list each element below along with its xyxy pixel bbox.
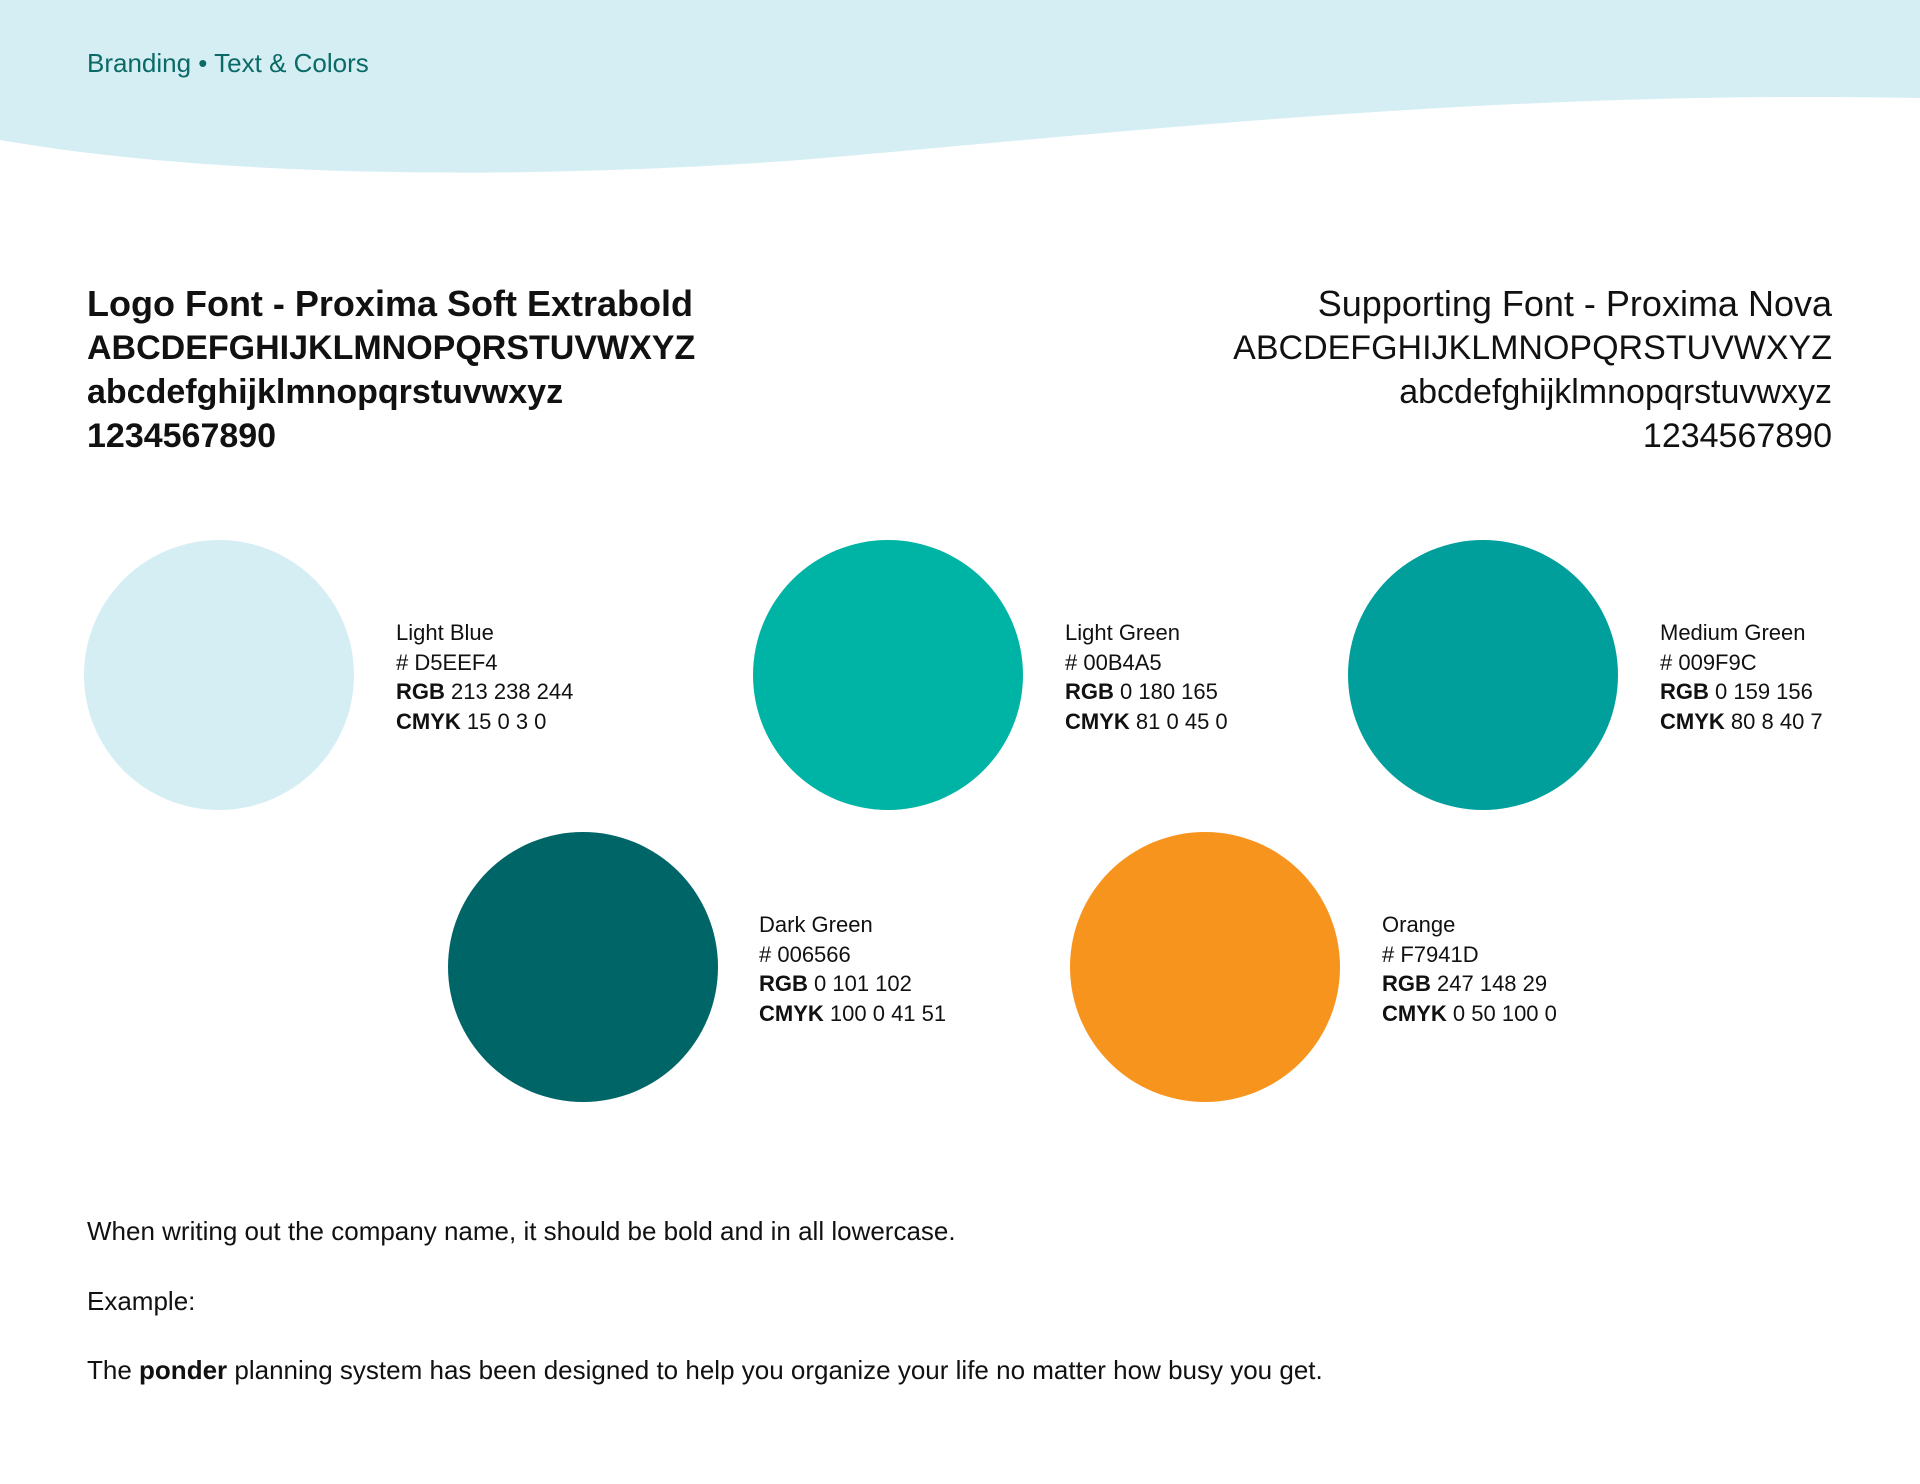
font-digits: 1234567890 bbox=[87, 417, 277, 455]
color-cmyk: CMYK 81 0 45 0 bbox=[1065, 707, 1228, 737]
logo-font-block: Logo Font - Proxima Soft Extrabold ABCDE… bbox=[87, 282, 695, 458]
font-lowercase: abcdefghijklmnopqrstuvwxyz bbox=[1399, 373, 1832, 411]
font-title: Supporting Font - Proxima Nova bbox=[1317, 283, 1832, 324]
color-info: Medium Green # 009F9C RGB 0 159 156 CMYK 80… bbox=[1660, 618, 1823, 736]
cmyk-label: CMYK bbox=[1065, 708, 1130, 734]
color-cmyk: CMYK 80 8 40 7 bbox=[1660, 707, 1823, 737]
color-circle bbox=[1070, 832, 1340, 1102]
font-title: Logo Font - Proxima Soft Extrabold bbox=[87, 283, 693, 324]
color-info: Light Blue # D5EEF4 RGB 213 238 244 CMYK 15… bbox=[396, 618, 573, 736]
company-name: ponder bbox=[139, 1355, 228, 1385]
color-name: Medium Green bbox=[1660, 620, 1806, 645]
color-info: Dark Green # 006566 RGB 0 101 102 CMYK 100 … bbox=[759, 910, 946, 1028]
color-info: Orange # F7941D RGB 247 148 29 CMYK 0 50 10… bbox=[1382, 910, 1557, 1028]
color-rgb: RGB 0 159 156 bbox=[1660, 677, 1823, 707]
color-cmyk: CMYK 0 50 100 0 bbox=[1382, 999, 1557, 1029]
instruction: When writing out the company name, it sh… bbox=[87, 1216, 956, 1246]
color-hex: # D5EEF4 bbox=[396, 649, 498, 675]
color-name: Light Green bbox=[1065, 620, 1180, 645]
color-name: Light Blue bbox=[396, 620, 494, 645]
color-rgb: RGB 0 180 165 bbox=[1065, 677, 1228, 707]
color-hex: # 00B4A5 bbox=[1065, 649, 1162, 675]
color-hex: # F7941D bbox=[1382, 941, 1479, 967]
rgb-label: RGB bbox=[396, 679, 445, 704]
example-text: planning system has been designed to hel… bbox=[234, 1355, 1323, 1385]
rgb-value: 0 159 156 bbox=[1715, 679, 1813, 704]
color-hex: # 009F9C bbox=[1660, 649, 1757, 675]
cmyk-value: 81 0 45 0 bbox=[1135, 708, 1228, 734]
rgb-value: 0 101 102 bbox=[814, 971, 912, 996]
example-label: Example: bbox=[87, 1286, 196, 1316]
color-rgb: RGB 0 101 102 bbox=[759, 969, 946, 999]
rgb-label: RGB bbox=[1660, 679, 1709, 704]
rgb-label: RGB bbox=[1065, 679, 1114, 704]
cmyk-label: CMYK bbox=[759, 1000, 824, 1026]
cmyk-value: 80 8 40 7 bbox=[1730, 708, 1823, 734]
wave-shape bbox=[0, 0, 1920, 173]
color-rgb: RGB 247 148 29 bbox=[1382, 969, 1557, 999]
color-rgb: RGB 213 238 244 bbox=[396, 677, 573, 707]
cmyk-value: 100 0 41 51 bbox=[829, 1000, 947, 1026]
header-wave bbox=[0, 0, 1920, 173]
font-uppercase: ABCDEFGHIJKLMNOPQRSTUVWXYZ bbox=[1233, 329, 1832, 367]
cmyk-value: 15 0 3 0 bbox=[466, 708, 547, 734]
cmyk-label: CMYK bbox=[396, 708, 461, 734]
color-info: Light Green # 00B4A5 RGB 0 180 165 CMYK 81 … bbox=[1065, 618, 1228, 736]
cmyk-label: CMYK bbox=[1660, 708, 1725, 734]
breadcrumb: Branding • Text & Colors bbox=[87, 48, 369, 78]
color-name: Dark Green bbox=[759, 912, 873, 937]
example-sentence: The ponder planning system has been desi… bbox=[87, 1355, 1323, 1386]
font-digits: 1234567890 bbox=[1642, 417, 1832, 455]
color-hex: # 006566 bbox=[759, 941, 851, 967]
color-cmyk: CMYK 15 0 3 0 bbox=[396, 707, 573, 737]
color-name: Orange bbox=[1382, 912, 1456, 937]
color-circle bbox=[1348, 540, 1618, 810]
cmyk-value: 0 50 100 0 bbox=[1452, 1000, 1557, 1026]
color-cmyk: CMYK 100 0 41 51 bbox=[759, 999, 946, 1029]
rgb-label: RGB bbox=[759, 971, 808, 996]
color-circle bbox=[753, 540, 1023, 810]
font-lowercase: abcdefghijklmnopqrstuvwxyz bbox=[87, 373, 564, 411]
color-circle bbox=[448, 832, 718, 1102]
cmyk-label: CMYK bbox=[1382, 1000, 1447, 1026]
color-circle bbox=[84, 540, 354, 810]
font-uppercase: ABCDEFGHIJKLMNOPQRSTUVWXYZ bbox=[87, 329, 696, 367]
rgb-label: RGB bbox=[1382, 971, 1431, 996]
rgb-value: 247 148 29 bbox=[1437, 971, 1548, 996]
rgb-value: 213 238 244 bbox=[451, 679, 574, 704]
example-text: The bbox=[87, 1355, 132, 1385]
support-font-block: Supporting Font - Proxima Nova ABCDEFGHI… bbox=[1233, 282, 1832, 458]
rgb-value: 0 180 165 bbox=[1120, 679, 1218, 704]
